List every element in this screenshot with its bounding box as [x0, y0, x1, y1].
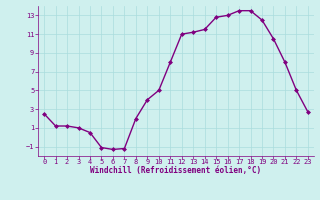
X-axis label: Windchill (Refroidissement éolien,°C): Windchill (Refroidissement éolien,°C) [91, 166, 261, 175]
